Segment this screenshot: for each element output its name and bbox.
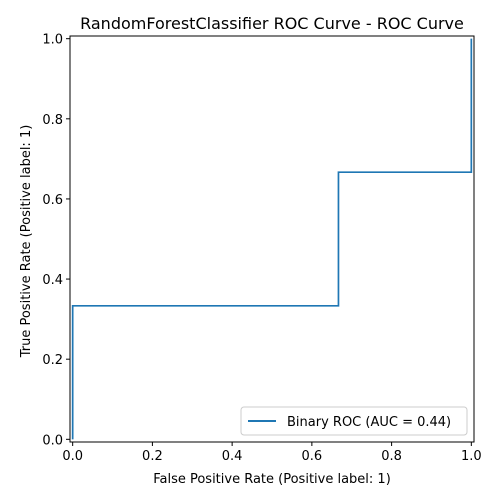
x-tick-label: 0.8: [381, 449, 402, 464]
x-axis-ticks: 0.0 0.2 0.4 0.6 0.8 1.0: [62, 442, 481, 464]
chart-title: RandomForestClassifier ROC Curve - ROC C…: [80, 14, 464, 33]
legend-label: Binary ROC (AUC = 0.44): [287, 415, 451, 430]
legend: Binary ROC (AUC = 0.44): [241, 407, 467, 435]
plot-area: [70, 36, 474, 442]
y-tick-label: 0.0: [42, 433, 63, 448]
x-tick-label: 1.0: [461, 449, 482, 464]
y-tick-label: 0.2: [42, 353, 63, 368]
roc-curve-line: [73, 39, 472, 440]
y-tick-label: 0.4: [42, 273, 63, 288]
x-tick-label: 0.2: [142, 449, 163, 464]
x-axis-label: False Positive Rate (Positive label: 1): [153, 472, 391, 487]
y-tick-label: 1.0: [42, 33, 63, 48]
y-axis-ticks: 0.0 0.2 0.4 0.6 0.8 1.0: [42, 33, 70, 449]
y-tick-label: 0.6: [42, 193, 63, 208]
x-tick-label: 0.6: [302, 449, 323, 464]
y-axis-label: True Positive Rate (Positive label: 1): [19, 125, 34, 359]
y-tick-label: 0.8: [42, 113, 63, 128]
x-tick-label: 0.4: [222, 449, 243, 464]
x-tick-label: 0.0: [62, 449, 83, 464]
plot-frame: [70, 36, 474, 442]
